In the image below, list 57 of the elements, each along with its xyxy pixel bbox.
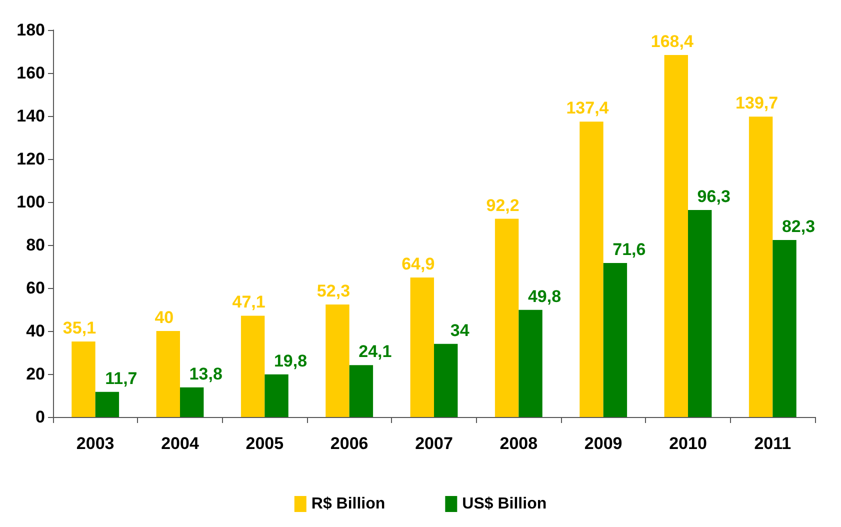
- y-tick-label: 100: [16, 192, 45, 212]
- bar: [264, 374, 288, 417]
- bar: [494, 218, 519, 417]
- data-label: 40: [154, 308, 174, 327]
- bar: [349, 365, 374, 417]
- data-label: 82,3: [782, 217, 816, 236]
- bar: [688, 210, 712, 417]
- data-label: 13,8: [189, 364, 222, 384]
- bar: [518, 310, 542, 417]
- data-label: 24,1: [358, 342, 392, 362]
- bar: [580, 122, 604, 417]
- y-tick-label: 80: [26, 236, 45, 254]
- x-tick-label: 2006: [330, 434, 368, 453]
- x-tick-label: 2003: [76, 434, 114, 453]
- y-tick-label: 40: [26, 322, 45, 340]
- legend-label: R$ Billion: [311, 496, 386, 512]
- x-tick-label: 2011: [754, 434, 792, 453]
- data-label: 47,1: [232, 292, 266, 312]
- bar: [748, 116, 773, 417]
- x-tick-label: 2008: [500, 434, 538, 453]
- data-label: 34: [450, 320, 470, 340]
- data-label: 35,1: [62, 318, 96, 338]
- bar: [72, 342, 96, 417]
- data-label: 137,4: [566, 98, 610, 118]
- y-tick-label: 180: [16, 20, 45, 40]
- data-label: 168,4: [650, 32, 694, 51]
- bar: [434, 344, 458, 417]
- data-label: 19,8: [274, 351, 308, 370]
- y-tick-label: 60: [26, 278, 45, 298]
- y-tick-label: 120: [16, 150, 45, 168]
- data-label: 49,8: [528, 286, 562, 306]
- bar: [95, 392, 120, 417]
- data-label: 71,6: [612, 240, 646, 260]
- bar: [664, 54, 688, 417]
- data-label: 96,3: [697, 186, 730, 206]
- data-label: 92,2: [486, 196, 520, 215]
- data-label: 52,3: [316, 282, 350, 301]
- y-tick-label: 0: [36, 408, 45, 426]
- y-tick-label: 20: [26, 364, 45, 384]
- data-label: 64,9: [402, 254, 435, 274]
- y-tick-label: 160: [16, 64, 45, 82]
- bar: [772, 240, 796, 417]
- data-label: 11,7: [105, 368, 138, 388]
- y-tick-label: 140: [16, 106, 45, 126]
- bar: [410, 277, 434, 417]
- bar: [240, 316, 265, 417]
- data-label: 139,7: [736, 94, 778, 113]
- bar: [326, 304, 350, 417]
- x-tick-label: 2010: [669, 434, 707, 453]
- x-tick-label: 2005: [246, 434, 284, 453]
- bar: [180, 387, 204, 417]
- x-tick-label: 2004: [161, 434, 200, 453]
- x-tick-label: 2009: [584, 434, 622, 453]
- x-tick-label: 2007: [415, 434, 453, 453]
- bar: [156, 331, 180, 417]
- bar: [603, 263, 628, 417]
- legend-label: US$ Billion: [462, 496, 547, 512]
